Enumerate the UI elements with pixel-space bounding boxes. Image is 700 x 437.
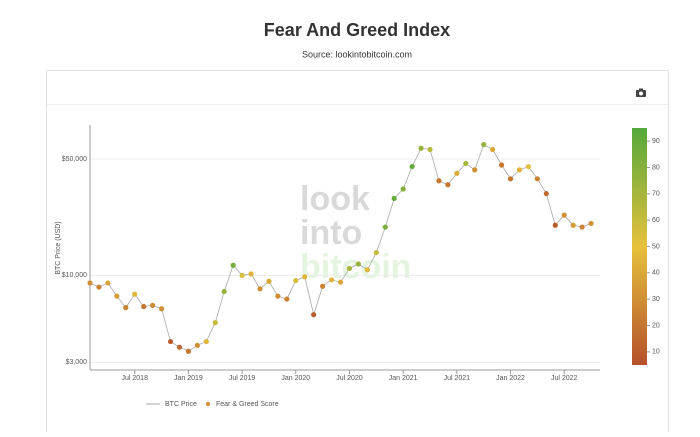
score-dot (257, 286, 263, 292)
score-dot (194, 342, 200, 348)
score-dot (561, 212, 567, 218)
colorbar-tick-label: 60 (652, 217, 660, 224)
score-dot (472, 167, 478, 173)
score-dot (427, 146, 433, 153)
x-tick-label: Jul 2019 (229, 375, 256, 382)
score-dot (114, 293, 120, 299)
y-tick-label: $10,000 (62, 272, 87, 279)
score-dot (176, 344, 183, 350)
x-tick-label: Jan 2020 (281, 375, 310, 382)
watermark-text: bitcoin (300, 248, 411, 286)
x-tick-label: Jul 2022 (551, 375, 578, 382)
y-tick-label: $3,000 (66, 359, 88, 366)
y-axis-label: BTC Price (USD) (55, 221, 62, 274)
score-dot (570, 222, 576, 228)
score-dot (158, 306, 165, 312)
score-dot (284, 296, 290, 302)
score-dot (445, 182, 451, 188)
score-dot (212, 320, 218, 326)
score-dot (507, 176, 514, 182)
score-dot (409, 163, 415, 170)
score-dot (266, 278, 272, 284)
colorbar-tick-label: 30 (652, 296, 660, 303)
score-dot (150, 302, 156, 308)
colorbar-tick-label: 10 (652, 349, 660, 356)
score-dot (275, 293, 281, 299)
score-dot (588, 220, 594, 227)
card (46, 70, 669, 437)
chart-subtitle: Source: lookintobitcoin.com (302, 49, 412, 59)
score-dot (248, 271, 254, 277)
score-dot (490, 146, 496, 153)
score-dot (355, 261, 362, 267)
x-tick-label: Jul 2018 (122, 375, 149, 382)
colorbar-tick-label: 50 (652, 243, 660, 250)
score-dot (337, 279, 344, 285)
score-dot (400, 186, 406, 192)
score-dot (525, 163, 532, 170)
y-tick-label: $50,000 (62, 156, 87, 163)
x-tick-label: Jan 2022 (496, 375, 525, 382)
score-dot (230, 262, 236, 268)
colorbar-tick-label: 70 (652, 191, 660, 198)
score-dot (391, 195, 397, 201)
colorbar-tick-label: 20 (652, 322, 660, 329)
score-dot (96, 284, 102, 290)
x-tick-label: Jul 2020 (336, 375, 363, 382)
score-dot (293, 277, 299, 284)
legend-label: Fear & Greed Score (216, 401, 279, 408)
legend-label: BTC Price (165, 401, 197, 408)
legend-dot (206, 402, 210, 406)
colorbar-tick-label: 80 (652, 164, 660, 171)
score-dot (436, 178, 442, 184)
watermark: lookintobitcoin (300, 180, 411, 286)
score-dot (320, 283, 326, 289)
score-dot (498, 162, 505, 168)
score-dot (516, 167, 523, 173)
score-dot (346, 265, 353, 272)
x-tick-label: Jan 2021 (389, 375, 418, 382)
chart-title: Fear And Greed Index (264, 20, 450, 40)
watermark-text: look (300, 180, 370, 218)
score-dot (203, 338, 209, 345)
score-dot (481, 142, 487, 148)
watermark-text: into (300, 214, 362, 252)
score-dot (579, 224, 585, 230)
score-dot (87, 280, 93, 286)
colorbar-tick-label: 90 (652, 138, 660, 145)
score-dot (543, 190, 549, 197)
score-dot (534, 176, 540, 182)
score-dot (123, 305, 129, 311)
score-dot (364, 267, 370, 273)
score-dot (105, 280, 111, 286)
score-dot (185, 348, 192, 354)
score-dot (418, 145, 424, 151)
score-dot (239, 272, 245, 278)
score-dot (328, 277, 335, 283)
score-dot (463, 160, 469, 167)
score-dot (311, 312, 317, 318)
score-dot (167, 338, 174, 345)
score-dot (221, 288, 227, 295)
score-dot (132, 291, 138, 297)
score-dot (302, 274, 308, 280)
score-dot (552, 222, 558, 228)
score-dot (382, 224, 388, 230)
camera-icon[interactable] (636, 88, 646, 98)
score-dot (373, 249, 379, 256)
x-tick-label: Jan 2019 (174, 375, 203, 382)
score-dot (454, 170, 460, 176)
colorbar (632, 128, 647, 365)
colorbar-tick-label: 40 (652, 270, 660, 277)
x-tick-label: Jul 2021 (444, 375, 471, 382)
score-dot (141, 303, 147, 310)
